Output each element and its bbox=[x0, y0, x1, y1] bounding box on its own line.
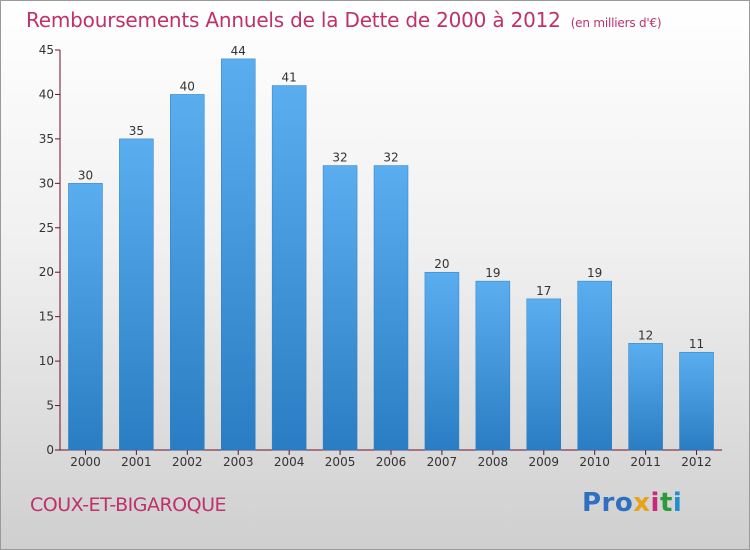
x-tick-label: 2009 bbox=[528, 455, 559, 469]
bar bbox=[577, 280, 612, 451]
x-tick-label: 2011 bbox=[630, 455, 661, 469]
bars bbox=[68, 58, 714, 451]
y-tick-label: 40 bbox=[39, 87, 54, 101]
x-tick-label: 2002 bbox=[172, 455, 203, 469]
bar bbox=[424, 271, 460, 451]
data-label: 12 bbox=[638, 328, 653, 342]
x-tick-label: 2010 bbox=[579, 455, 610, 469]
x-tick-label: 2005 bbox=[325, 455, 356, 469]
y-tick-label: 45 bbox=[39, 43, 54, 57]
x-tick-label: 2012 bbox=[681, 455, 712, 469]
x-tick-label: 2001 bbox=[121, 455, 152, 469]
y-tick-label: 30 bbox=[39, 176, 54, 190]
y-tick-label: 5 bbox=[46, 399, 54, 413]
data-label: 32 bbox=[383, 151, 398, 165]
x-tick-label: 2003 bbox=[223, 455, 254, 469]
logo-part: t bbox=[659, 488, 673, 518]
bar bbox=[373, 165, 409, 451]
data-label: 19 bbox=[587, 266, 602, 280]
x-axis: 2000 2001 2002 2003 2004 2005 2006 2007 2008 2009… bbox=[60, 449, 722, 469]
chart-title-text: Remboursements Annuels de la Dette de 20… bbox=[26, 8, 561, 32]
x-tick-label: 2006 bbox=[376, 455, 407, 469]
proxiti-logo: Proxiti bbox=[582, 488, 682, 518]
y-tick-label: 35 bbox=[39, 132, 54, 146]
data-label: 30 bbox=[78, 168, 93, 182]
x-tick-label: 2007 bbox=[427, 455, 458, 469]
data-label: 17 bbox=[536, 284, 551, 298]
bar bbox=[475, 280, 511, 451]
bar bbox=[170, 94, 205, 451]
x-tick-label: 2000 bbox=[70, 455, 101, 469]
y-tick-label: 25 bbox=[39, 221, 54, 235]
data-label: 20 bbox=[434, 257, 449, 271]
data-label: 11 bbox=[689, 337, 704, 351]
bar bbox=[271, 85, 307, 451]
data-label: 32 bbox=[332, 151, 347, 165]
logo-part: i bbox=[672, 488, 683, 518]
bar bbox=[119, 138, 154, 451]
bar bbox=[628, 343, 663, 451]
data-labels: 30 35 40 44 41 32 32 20 19 17 19 12 11 bbox=[78, 44, 704, 351]
bar bbox=[679, 351, 714, 451]
data-label: 41 bbox=[282, 71, 297, 85]
y-tick-label: 0 bbox=[46, 443, 54, 457]
unit-note: (en milliers d'€) bbox=[570, 16, 662, 30]
y-tick-label: 20 bbox=[39, 265, 54, 279]
y-tick-label: 15 bbox=[39, 310, 54, 324]
bar bbox=[220, 58, 256, 451]
x-tick-label: 2004 bbox=[274, 455, 305, 469]
logo-part: Pro bbox=[582, 488, 634, 518]
y-tick-label: 10 bbox=[39, 354, 54, 368]
commune-name: COUX-ET-BIGAROQUE bbox=[30, 494, 226, 516]
logo-part: i bbox=[650, 488, 660, 518]
chart-title: Remboursements Annuels de la Dette de 20… bbox=[26, 8, 662, 32]
bar bbox=[68, 183, 103, 451]
data-label: 19 bbox=[485, 266, 500, 280]
x-tick-label: 2008 bbox=[478, 455, 509, 469]
y-axis: 0 5 10 15 20 25 30 35 40 45 bbox=[39, 43, 61, 457]
bar bbox=[526, 298, 562, 451]
bar bbox=[322, 165, 358, 451]
data-label: 35 bbox=[129, 124, 144, 138]
data-label: 44 bbox=[231, 44, 246, 58]
data-label: 40 bbox=[180, 79, 195, 93]
logo-part: x bbox=[633, 488, 651, 518]
